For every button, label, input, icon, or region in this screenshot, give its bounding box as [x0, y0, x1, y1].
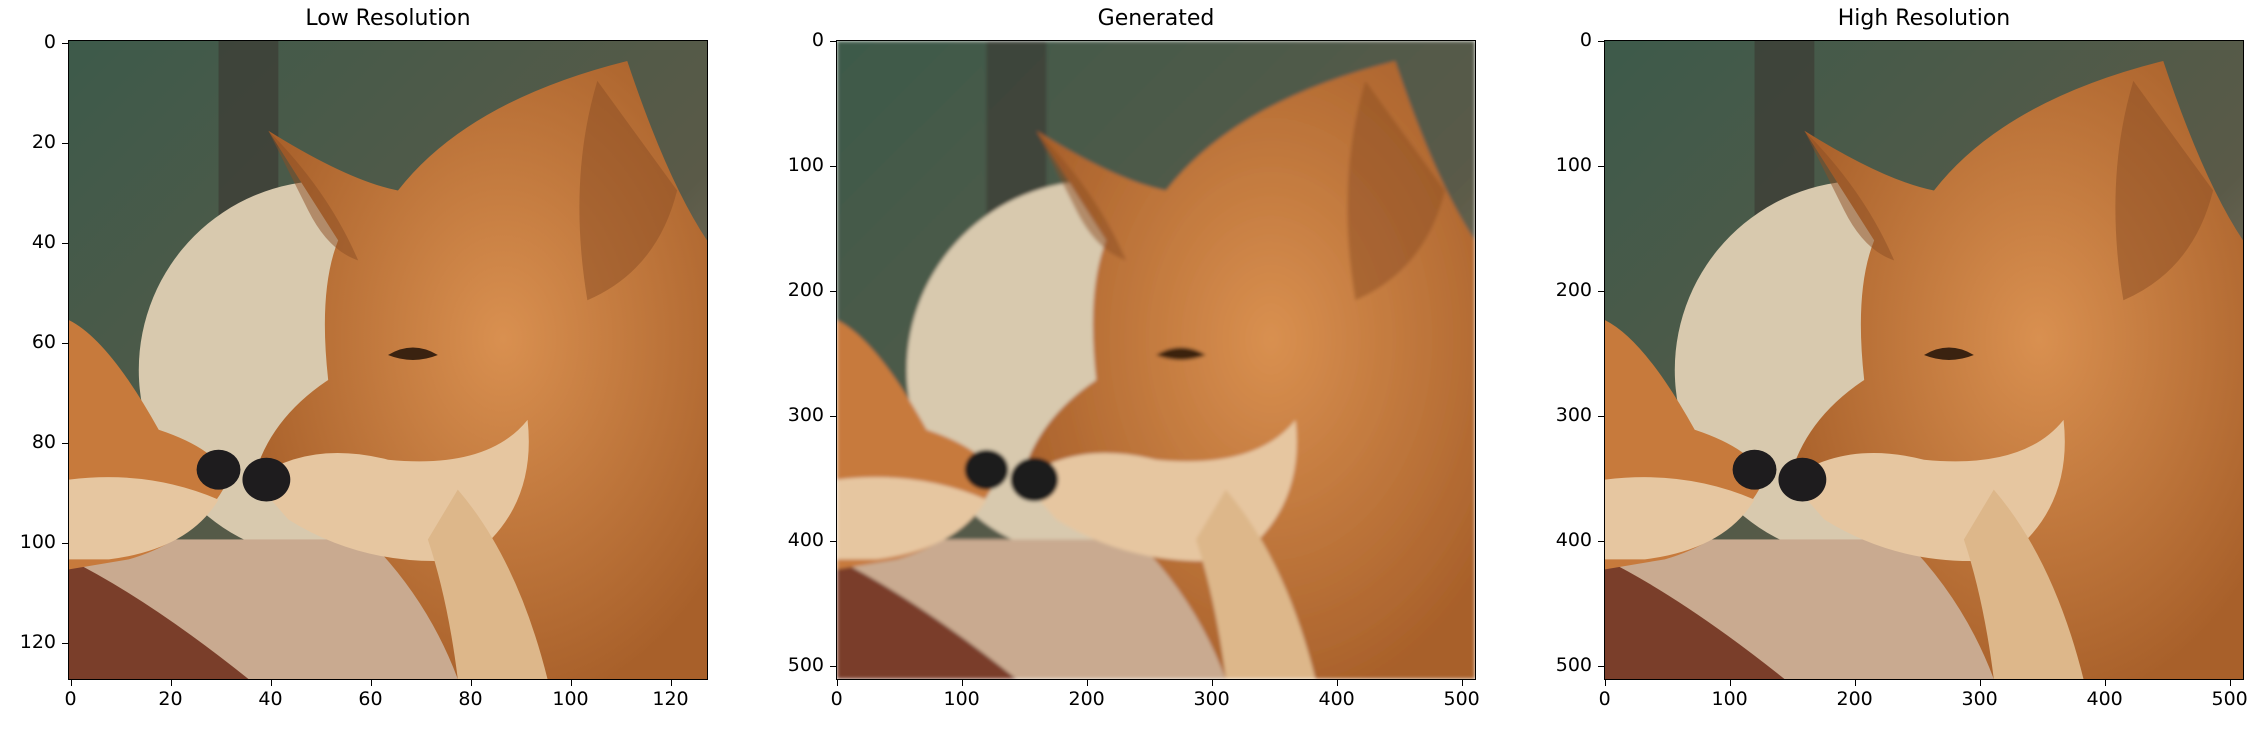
y-tick-label: 400	[1555, 528, 1592, 551]
y-tick-mark	[830, 665, 836, 667]
y-tick-label: 20	[31, 130, 56, 153]
x-tick-label: 0	[1598, 688, 1611, 710]
x-tick-label: 300	[1961, 688, 1998, 710]
x-tick-mark	[1979, 680, 1981, 686]
y-tick-mark	[830, 40, 836, 42]
x-tick-label: 500	[1443, 688, 1480, 710]
y-tick-mark	[1598, 290, 1604, 292]
x-tick-mark	[1604, 680, 1606, 686]
y-tick-mark	[62, 242, 68, 244]
y-tick-mark	[830, 415, 836, 417]
x-tick-mark	[1211, 680, 1213, 686]
y-tick-mark	[62, 142, 68, 144]
y-tick-label: 0	[1579, 28, 1592, 51]
y-tick-label: 100	[19, 530, 56, 553]
y-tick-label: 400	[787, 528, 824, 551]
x-tick-mark	[836, 680, 838, 686]
x-tick-label: 100	[943, 688, 980, 710]
x-tick-label: 200	[1836, 688, 1873, 710]
x-tick-mark	[670, 680, 672, 686]
x-tick-label: 80	[458, 688, 483, 710]
y-tick-label: 0	[811, 28, 824, 51]
x-tick-label: 120	[652, 688, 689, 710]
x-tick-label: 100	[552, 688, 589, 710]
x-tick-label: 40	[258, 688, 283, 710]
x-tick-mark	[270, 680, 272, 686]
x-tick-label: 100	[1711, 688, 1748, 710]
x-tick-label: 60	[358, 688, 383, 710]
y-tick-label: 500	[1555, 653, 1592, 676]
x-tick-mark	[1729, 680, 1731, 686]
y-tick-mark	[62, 42, 68, 44]
x-tick-mark	[1086, 680, 1088, 686]
y-tick-mark	[1598, 540, 1604, 542]
x-tick-label: 400	[1318, 688, 1355, 710]
y-tick-mark	[830, 290, 836, 292]
y-tick-label: 300	[787, 403, 824, 426]
y-tick-label: 40	[31, 230, 56, 253]
y-tick-mark	[1598, 665, 1604, 667]
panel-title: High Resolution	[1837, 6, 2011, 31]
y-tick-mark	[62, 442, 68, 444]
image-panel: High Resolution	[1556, 0, 2266, 730]
x-tick-label: 400	[2086, 688, 2123, 710]
x-tick-label: 0	[830, 688, 843, 710]
x-tick-label: 500	[2211, 688, 2248, 710]
y-tick-mark	[1598, 165, 1604, 167]
dingo-high-resolution	[1604, 40, 2244, 680]
x-tick-mark	[1461, 680, 1463, 686]
dingo-generated	[836, 40, 1476, 680]
y-tick-mark	[1598, 415, 1604, 417]
y-tick-label: 200	[1555, 278, 1592, 301]
panel-title: Low Resolution	[305, 6, 471, 31]
x-tick-mark	[470, 680, 472, 686]
x-tick-mark	[170, 680, 172, 686]
x-tick-mark	[570, 680, 572, 686]
y-tick-label: 100	[787, 153, 824, 176]
panel-title: Generated	[1097, 6, 1215, 31]
x-tick-mark	[2104, 680, 2106, 686]
x-tick-mark	[961, 680, 963, 686]
x-tick-label: 300	[1193, 688, 1230, 710]
x-tick-mark	[2229, 680, 2231, 686]
y-tick-mark	[62, 542, 68, 544]
y-tick-mark	[830, 165, 836, 167]
y-tick-mark	[62, 642, 68, 644]
y-tick-label: 0	[43, 30, 56, 53]
y-tick-label: 120	[19, 630, 56, 653]
image-panel: Generated	[788, 0, 1536, 730]
y-tick-label: 80	[31, 430, 56, 453]
x-tick-label: 200	[1068, 688, 1105, 710]
y-tick-mark	[1598, 40, 1604, 42]
y-tick-label: 500	[787, 653, 824, 676]
image-panel: Low Resolution	[20, 0, 768, 730]
y-tick-label: 60	[31, 330, 56, 353]
x-tick-label: 20	[158, 688, 183, 710]
x-tick-mark	[70, 680, 72, 686]
y-tick-label: 200	[787, 278, 824, 301]
y-tick-mark	[62, 342, 68, 344]
x-tick-mark	[1336, 680, 1338, 686]
x-tick-mark	[1854, 680, 1856, 686]
y-tick-mark	[830, 540, 836, 542]
dingo-low-resolution	[68, 40, 708, 680]
y-tick-label: 100	[1555, 153, 1592, 176]
x-tick-label: 0	[64, 688, 77, 710]
x-tick-mark	[370, 680, 372, 686]
y-tick-label: 300	[1555, 403, 1592, 426]
